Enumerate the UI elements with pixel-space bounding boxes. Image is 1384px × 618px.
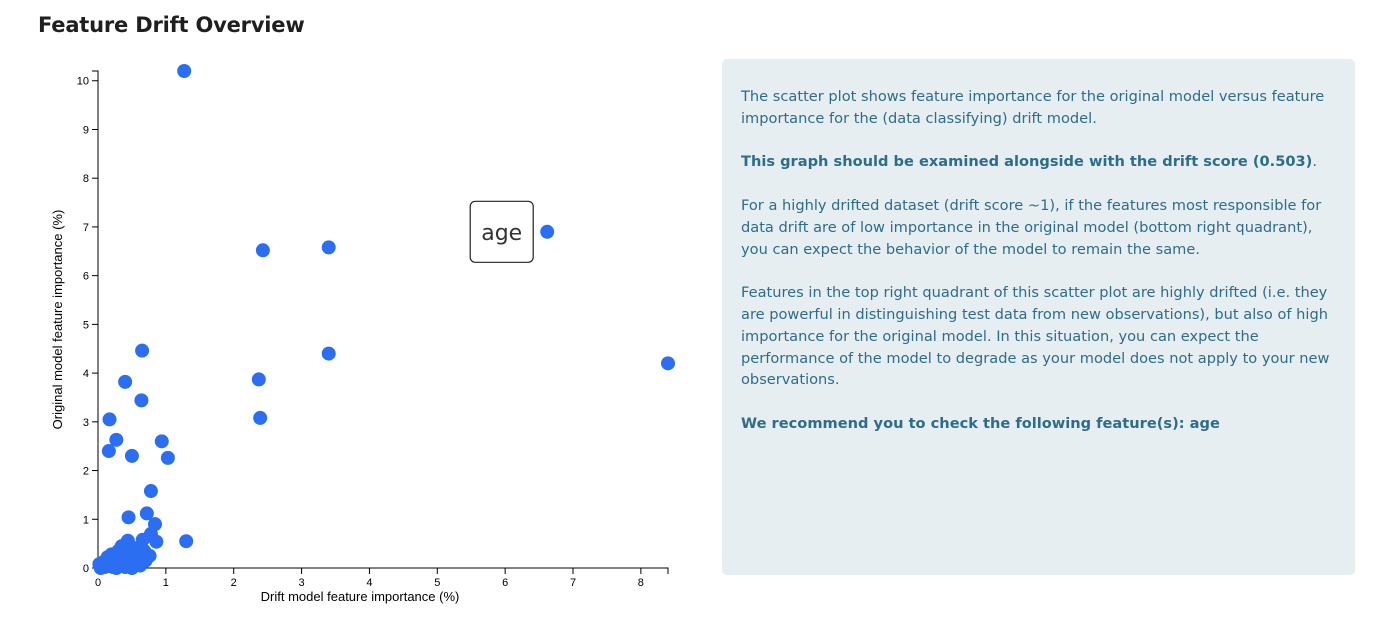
data-point[interactable] [160,450,175,465]
info-paragraph: Features in the top right quadrant of th… [741,282,1337,391]
data-point[interactable] [253,410,268,425]
x-tick-label: 3 [299,577,305,589]
data-point[interactable] [251,372,266,387]
data-point[interactable] [109,432,124,447]
highlight-label-box [469,200,534,263]
data-point[interactable] [121,510,136,525]
y-tick-label: 9 [83,124,89,136]
x-tick-label: 0 [95,577,101,589]
info-paragraph-text: The scatter plot shows feature importanc… [741,88,1325,127]
data-point[interactable] [179,534,194,549]
x-axis: 0 1 2 3 4 5 6 7 8 [95,567,669,589]
info-panel: The scatter plot shows feature importanc… [722,59,1355,575]
y-axis-label: Original model feature importance (%) [50,210,65,430]
data-points [92,64,675,575]
data-point[interactable] [540,224,555,239]
data-point[interactable] [114,539,129,554]
info-paragraph-emphasis: We recommend you to check the following … [741,414,1220,432]
data-point[interactable] [133,558,148,573]
y-tick-label: 7 [83,222,89,234]
y-axis: 0 1 2 3 4 5 6 7 8 9 10 [77,70,99,575]
info-paragraph-text: Features in the top right quadrant of th… [741,284,1330,389]
x-axis-line [97,567,669,574]
data-point[interactable] [139,506,154,521]
y-tick-label: 0 [83,563,89,575]
data-point[interactable] [118,374,133,389]
y-tick-label: 1 [83,514,89,526]
data-point[interactable] [135,343,150,358]
data-point[interactable] [177,64,192,78]
y-tick-label: 4 [83,368,89,380]
scatter-chart: 0 1 2 3 4 5 6 7 8 9 10 0 1 2 3 4 5 6 7 8 age Drift model f… [50,64,675,604]
x-tick-label: 6 [502,577,508,589]
info-paragraph-text: For a highly drifted dataset (drift scor… [741,196,1322,258]
data-point[interactable] [134,393,149,408]
info-paragraph: We recommend you to check the following … [741,413,1337,435]
y-axis-line [92,70,99,569]
x-tick-label: 2 [231,577,237,589]
y-tick-label: 6 [83,271,89,283]
x-tick-label: 8 [638,577,644,589]
data-point[interactable] [321,346,336,361]
data-point[interactable] [661,356,675,371]
y-tick-label: 10 [77,76,89,88]
data-point[interactable] [101,444,116,459]
data-point[interactable] [255,243,270,258]
data-point[interactable] [100,550,115,565]
info-paragraph: For a highly drifted dataset (drift scor… [741,195,1337,260]
x-tick-label: 5 [434,577,440,589]
y-tick-label: 5 [83,319,89,331]
info-paragraph: The scatter plot shows feature importanc… [741,86,1337,130]
y-tick-label: 8 [83,173,89,185]
x-tick-label: 1 [163,577,169,589]
data-point[interactable] [154,434,169,449]
data-point[interactable] [124,448,139,463]
info-paragraph: This graph should be examined alongside … [741,151,1337,173]
x-tick-label: 7 [570,577,576,589]
x-axis-label: Drift model feature importance (%) [261,589,460,604]
info-paragraph-emphasis: This graph should be examined alongside … [741,153,1313,171]
data-point[interactable] [143,484,158,499]
y-tick-label: 3 [83,417,89,429]
info-paragraph-text: . [1312,153,1317,171]
page-title: Feature Drift Overview [38,13,305,37]
x-tick-label: 4 [366,577,372,589]
y-tick-label: 2 [83,466,89,478]
data-point[interactable] [102,412,117,427]
highlight-annotation: age [469,200,534,263]
data-point[interactable] [321,240,336,255]
highlight-label: age [481,221,522,246]
